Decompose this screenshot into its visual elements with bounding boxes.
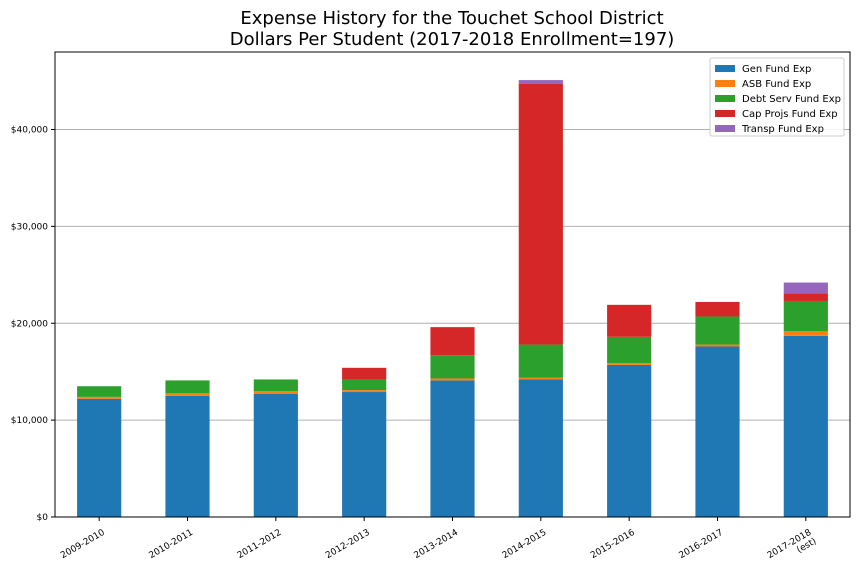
bar-segment-debt-serv-fund-exp [165,380,210,393]
bar-segment-gen-fund-exp [783,335,828,517]
bar-segment-debt-serv-fund-exp [607,336,652,363]
bar-segment-debt-serv-fund-exp [253,379,298,392]
bar-segment-cap-projs-fund-exp [342,367,387,380]
y-tick-label: $30,000 [11,222,48,232]
x-tick-label: 2010-2011 [148,528,195,561]
bar-segment-cap-projs-fund-exp [783,293,828,301]
x-tick-label-line: 2015-2016 [589,528,637,561]
legend-swatch [715,125,735,132]
bar-segment-transp-fund-exp [518,80,563,84]
y-tick-label: $20,000 [11,319,48,329]
bar-segment-asb-fund-exp [783,331,828,336]
bar-segment-gen-fund-exp [695,346,740,517]
x-tick-label: 2014-2015 [501,528,548,561]
bar-segment-gen-fund-exp [607,364,652,517]
x-tick-label: 2013-2014 [413,528,461,561]
bar-segment-debt-serv-fund-exp [695,316,740,345]
bar-segment-gen-fund-exp [77,398,122,517]
x-tick-label-line: 2010-2011 [148,528,195,561]
legend: Gen Fund Exp ASB Fund Exp Debt Serv Fund E… [709,57,845,137]
x-tick-label-line: 2011-2012 [236,528,283,561]
x-tick-label-line: 2016-2017 [678,528,725,561]
bar-segment-gen-fund-exp [518,379,563,517]
legend-swatch [715,110,735,117]
legend-box [709,57,845,137]
bar-segment-cap-projs-fund-exp [430,327,475,356]
legend-label: ASB Fund Exp [742,79,811,90]
bar-segment-asb-fund-exp [165,393,210,396]
bar-segment-asb-fund-exp [77,396,122,399]
bar-segment-debt-serv-fund-exp [430,355,475,379]
x-tick-label-line: 2013-2014 [413,528,461,561]
bar-segment-transp-fund-exp [783,282,828,294]
bar-segment-gen-fund-exp [342,392,387,517]
x-tick-label-line: 2012-2013 [324,528,371,561]
x-tick-label: 2009-2010 [59,528,107,561]
y-tick-label: $40,000 [11,126,48,136]
chart-title-line-2: Dollars Per Student (2017-2018 Enrollmen… [229,29,675,50]
legend-label: Cap Projs Fund Exp [742,109,838,120]
bar-segment-debt-serv-fund-exp [77,386,122,397]
bar-segment-gen-fund-exp [430,380,475,517]
bar-segment-debt-serv-fund-exp [518,344,563,378]
bar-segment-asb-fund-exp [253,391,298,394]
x-tick-label: 2011-2012 [236,528,283,561]
x-tick-label-line: 2014-2015 [501,528,548,561]
bar-segment-cap-projs-fund-exp [607,304,652,337]
chart-title: Expense History for the Touchet School D… [0,8,864,50]
legend-swatch [715,65,735,72]
bar-segment-asb-fund-exp [518,377,563,380]
bar-segment-debt-serv-fund-exp [783,300,828,331]
x-tick-label: 2016-2017 [678,528,725,561]
bar-segment-asb-fund-exp [342,390,387,393]
legend-label: Debt Serv Fund Exp [742,94,841,105]
legend-swatch [715,95,735,102]
chart-title-line-1: Expense History for the Touchet School D… [240,8,664,29]
y-tick-label: $0 [37,513,49,523]
bar-segment-debt-serv-fund-exp [342,379,387,391]
y-tick-label: $10,000 [11,416,48,426]
legend-label: Gen Fund Exp [742,64,811,75]
bars [77,80,828,517]
bar-segment-gen-fund-exp [165,395,210,517]
x-tick-label-line: 2009-2010 [59,528,107,561]
legend-swatch [715,80,735,87]
bar-segment-gen-fund-exp [253,393,298,517]
bar-segment-asb-fund-exp [695,344,740,347]
bar-segment-cap-projs-fund-exp [518,83,563,345]
x-tick-label: 2017-2018(est) [766,528,818,561]
y-axis: $0 $10,000 $20,000 $30,000 $40,000 [11,126,55,523]
legend-label: Transp Fund Exp [741,124,824,135]
bar-segment-asb-fund-exp [607,362,652,365]
x-axis: 2009-2010 2010-2011 2011-2012 2012-2013 2013… [59,517,818,561]
x-tick-label: 2012-2013 [324,528,371,561]
bar-segment-cap-projs-fund-exp [695,301,740,317]
x-tick-label: 2015-2016 [589,528,637,561]
bar-segment-asb-fund-exp [430,378,475,381]
